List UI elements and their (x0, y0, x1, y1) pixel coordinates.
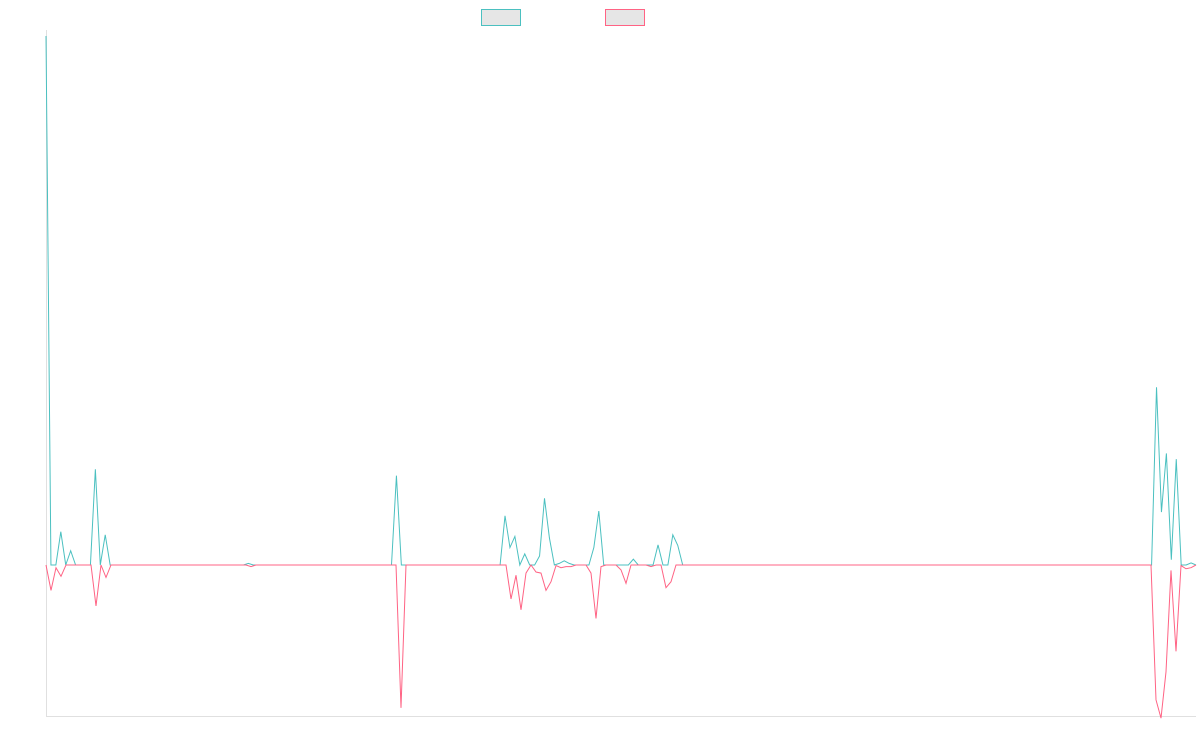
legend-item-1[interactable] (481, 9, 521, 26)
legend (481, 9, 645, 26)
series-group (45, 35, 1197, 719)
series-line-2 (45, 564, 1197, 719)
legend-item-2[interactable] (605, 9, 645, 26)
series-line-1 (45, 35, 1197, 567)
